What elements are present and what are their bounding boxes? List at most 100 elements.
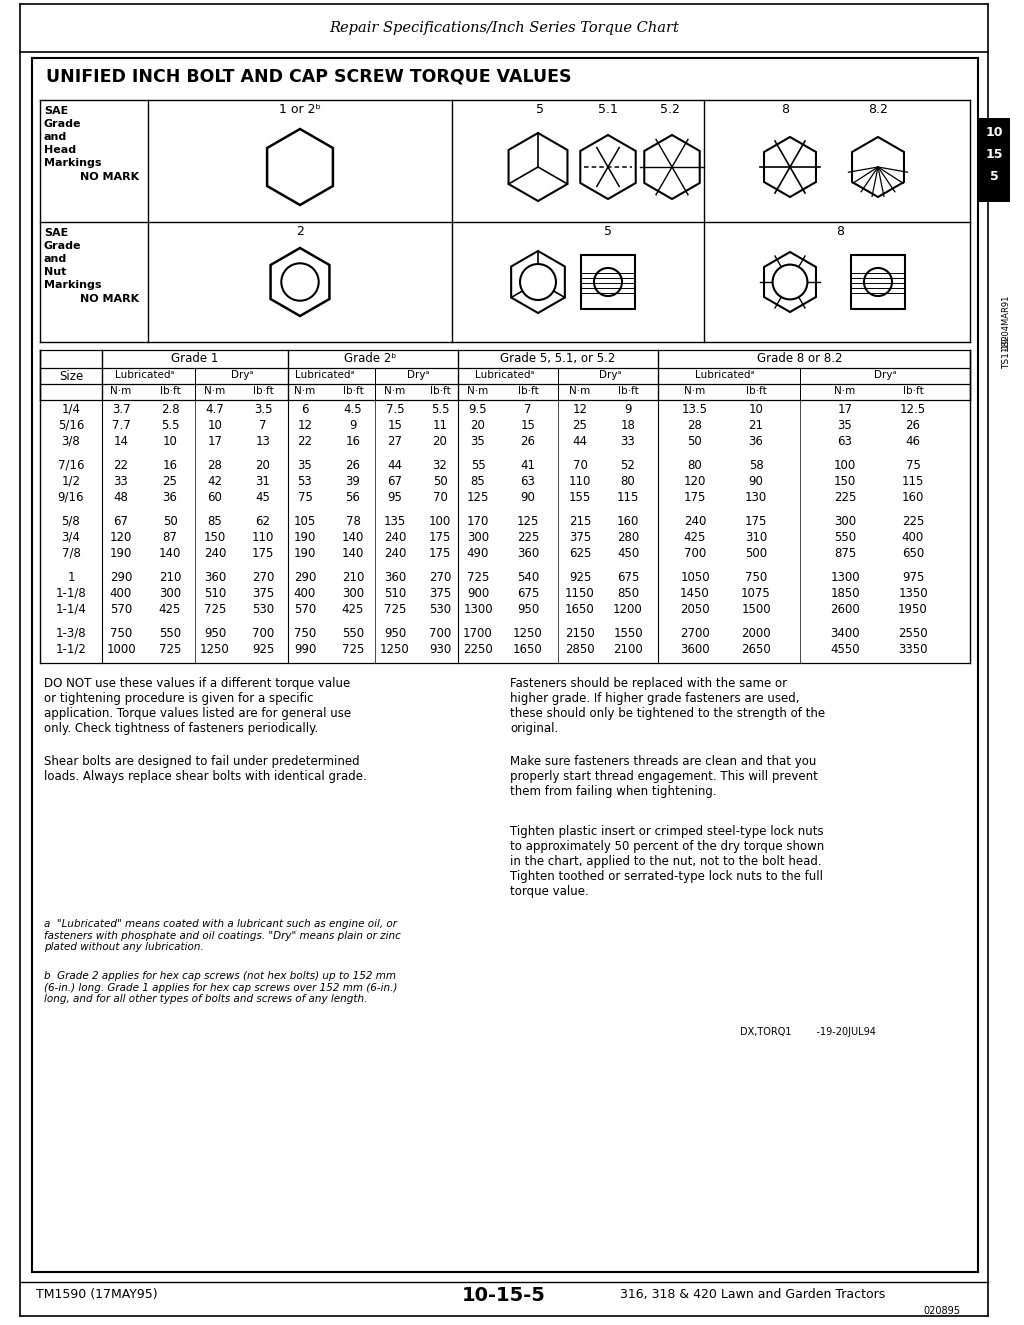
- Text: SAE: SAE: [44, 106, 69, 117]
- Text: 175: 175: [744, 515, 767, 527]
- Text: Shear bolts are designed to fail under predetermined
loads. Always replace shear: Shear bolts are designed to fail under p…: [44, 755, 367, 783]
- Text: 28: 28: [687, 419, 702, 432]
- Text: N·m: N·m: [205, 386, 225, 396]
- Text: 2.8: 2.8: [161, 403, 179, 416]
- Text: 225: 225: [834, 492, 856, 504]
- Text: 1650: 1650: [565, 603, 595, 616]
- Text: 1300: 1300: [830, 571, 860, 584]
- Text: 12: 12: [572, 403, 588, 416]
- Text: 1550: 1550: [613, 627, 643, 640]
- Text: 675: 675: [517, 587, 540, 600]
- Text: 7: 7: [524, 403, 531, 416]
- Text: 53: 53: [298, 474, 312, 488]
- Text: 725: 725: [342, 643, 365, 656]
- Text: 5/8: 5/8: [61, 515, 80, 527]
- Text: 16: 16: [345, 435, 360, 448]
- Text: 5: 5: [536, 103, 544, 117]
- Text: 13.5: 13.5: [682, 403, 708, 416]
- Text: 675: 675: [616, 571, 639, 584]
- Text: 360: 360: [517, 547, 539, 560]
- Text: Markings: Markings: [44, 158, 101, 168]
- Text: 500: 500: [744, 547, 767, 560]
- Text: 12.5: 12.5: [900, 403, 926, 416]
- Text: lb·ft: lb·ft: [160, 386, 180, 396]
- Text: 550: 550: [834, 531, 856, 545]
- Text: 100: 100: [834, 458, 856, 472]
- Text: 15: 15: [387, 419, 402, 432]
- Text: 270: 270: [252, 571, 274, 584]
- Text: 105: 105: [294, 515, 316, 527]
- Text: 290: 290: [110, 571, 132, 584]
- Text: 925: 925: [568, 571, 591, 584]
- Text: Markings: Markings: [44, 280, 101, 290]
- Text: 140: 140: [342, 531, 365, 545]
- Text: 50: 50: [432, 474, 447, 488]
- Text: 5.1: 5.1: [598, 103, 617, 117]
- Text: 26: 26: [345, 458, 360, 472]
- Text: 990: 990: [294, 643, 316, 656]
- Text: 1-1/4: 1-1/4: [55, 603, 86, 616]
- Text: 7/8: 7/8: [61, 547, 81, 560]
- Text: Lubricatedᵃ: Lubricatedᵃ: [116, 370, 175, 380]
- Text: 550: 550: [342, 627, 365, 640]
- Text: 95: 95: [387, 492, 402, 504]
- Text: 15: 15: [520, 419, 536, 432]
- Text: 950: 950: [384, 627, 407, 640]
- Text: 125: 125: [517, 515, 540, 527]
- Text: 7.7: 7.7: [112, 419, 130, 432]
- Text: 14: 14: [114, 435, 128, 448]
- Text: Grade 2ᵇ: Grade 2ᵇ: [344, 352, 396, 364]
- Polygon shape: [581, 135, 636, 199]
- Bar: [851, 254, 905, 309]
- Text: 175: 175: [429, 531, 452, 545]
- Text: 400: 400: [110, 587, 132, 600]
- Text: 570: 570: [110, 603, 132, 616]
- Text: 725: 725: [467, 571, 489, 584]
- Text: 270: 270: [429, 571, 452, 584]
- Text: 110: 110: [252, 531, 274, 545]
- Text: 140: 140: [342, 547, 365, 560]
- Text: Dryᵃ: Dryᵃ: [873, 370, 896, 380]
- Text: 750: 750: [294, 627, 316, 640]
- Text: 020895: 020895: [923, 1306, 961, 1316]
- Text: N·m: N·m: [467, 386, 488, 396]
- Text: 210: 210: [159, 571, 181, 584]
- Text: 130: 130: [744, 492, 767, 504]
- Text: 290: 290: [294, 571, 316, 584]
- Text: Lubricatedᵃ: Lubricatedᵃ: [295, 370, 354, 380]
- Text: 3/8: 3/8: [61, 435, 80, 448]
- Text: 21: 21: [749, 419, 764, 432]
- Text: 35: 35: [298, 458, 312, 472]
- Text: 44: 44: [387, 458, 402, 472]
- Text: 8: 8: [781, 103, 790, 117]
- Text: Lubricatedᵃ: Lubricatedᵃ: [475, 370, 535, 380]
- Text: NO MARK: NO MARK: [80, 294, 139, 303]
- Text: Dryᵃ: Dryᵃ: [599, 370, 622, 380]
- Polygon shape: [764, 136, 816, 197]
- Text: 5.2: 5.2: [660, 103, 680, 117]
- Text: 22: 22: [298, 435, 312, 448]
- Bar: [978, 118, 1010, 201]
- Text: 150: 150: [204, 531, 226, 545]
- Text: 316, 318 & 420 Lawn and Garden Tractors: 316, 318 & 420 Lawn and Garden Tractors: [620, 1288, 886, 1301]
- Text: 425: 425: [159, 603, 181, 616]
- Text: 160: 160: [616, 515, 639, 527]
- Text: 33: 33: [621, 435, 635, 448]
- Text: 700: 700: [252, 627, 274, 640]
- Text: Make sure fasteners threads are clean and that you
properly start thread engagem: Make sure fasteners threads are clean an…: [510, 755, 818, 798]
- Text: 1200: 1200: [613, 603, 643, 616]
- Text: 1700: 1700: [463, 627, 493, 640]
- Text: 2700: 2700: [680, 627, 710, 640]
- Text: 2250: 2250: [463, 643, 493, 656]
- Text: 300: 300: [342, 587, 365, 600]
- Text: 425: 425: [342, 603, 365, 616]
- Text: 625: 625: [568, 547, 591, 560]
- Text: N·m: N·m: [569, 386, 591, 396]
- Text: N·m: N·m: [384, 386, 406, 396]
- Text: N·m: N·m: [835, 386, 856, 396]
- Text: 5/16: 5/16: [57, 419, 84, 432]
- Text: Lubricatedᵃ: Lubricatedᵃ: [695, 370, 755, 380]
- Text: 56: 56: [345, 492, 360, 504]
- Text: 9: 9: [625, 403, 632, 416]
- Text: 25: 25: [572, 419, 588, 432]
